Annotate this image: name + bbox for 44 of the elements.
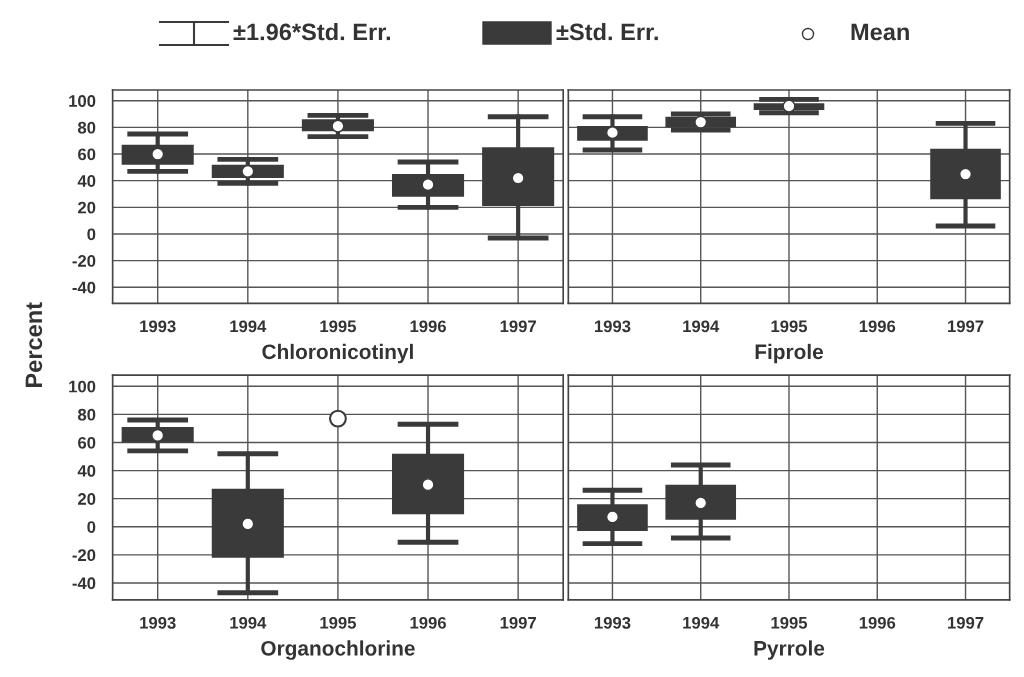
y-tick-label: 0 [87,521,96,533]
y-tick-label: -20 [72,255,96,267]
y-tick-label: 80 [77,121,96,134]
x-tick-label: 1995 [771,320,808,333]
x-tick-label: 1994 [230,616,267,629]
x-tick-label: 1993 [140,320,176,333]
x-axis-title: Organochlorine [261,640,415,660]
y-tick-label: -40 [72,281,96,294]
x-tick-label: 1996 [410,616,446,629]
y-tick-label: 80 [77,408,96,421]
text: ±Std. Err. [556,23,658,41]
x-axis-title: Chloronicotinyl [262,343,413,364]
x-tick-label: 1993 [594,320,631,333]
text: Mean [851,23,909,41]
x-tick-label: 1997 [948,320,984,333]
y-tick-label: 60 [78,148,96,161]
x-tick-label: 1996 [859,616,896,629]
x-axis-title: Pyrrole [754,640,825,660]
y-tick-label: 100 [69,380,96,393]
y-tick-label: 60 [78,436,96,449]
x-tick-label: 1993 [594,616,631,629]
y-tick-label: -40 [72,577,96,590]
x-tick-label: 1994 [230,320,267,333]
x-tick-label: 1995 [320,616,356,629]
x-tick-label: 1994 [683,320,720,333]
x-tick-label: 1995 [320,320,356,333]
y-tick-label: 100 [69,95,96,107]
x-tick-label: 1997 [500,616,536,629]
y-tick-label: 40 [77,175,96,187]
x-tick-label: 1996 [410,320,446,333]
x-tick-label: 1994 [683,616,720,629]
x-tick-label: 1993 [140,616,176,629]
x-tick-label: 1997 [500,320,536,333]
y-tick-label: 40 [77,464,96,477]
y-tick-label: 20 [78,493,96,505]
x-axis-title: Fiprole [755,343,824,364]
x-tick-label: 1995 [771,616,808,629]
y-tick-label: 20 [78,201,96,214]
x-tick-label: 1997 [948,616,984,629]
text: ±1.96*Std. Err. [233,23,391,41]
y-axis-title: Percent [25,302,43,387]
x-tick-label: 1996 [859,320,896,333]
y-tick-label: -20 [72,549,96,562]
y-tick-label: 0 [87,228,96,241]
